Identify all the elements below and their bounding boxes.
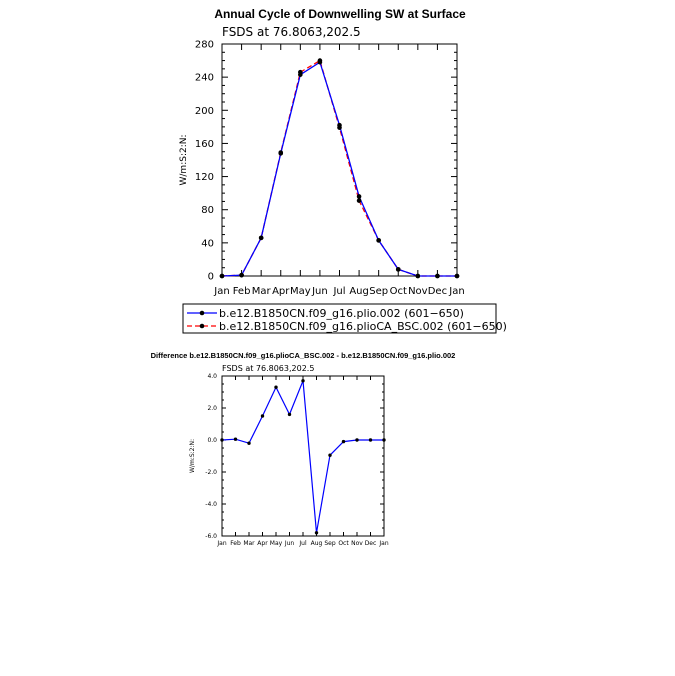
data-point bbox=[382, 438, 386, 442]
series-line bbox=[221, 59, 457, 277]
x-tick-label: Mar bbox=[243, 540, 255, 547]
y-tick-label: 40 bbox=[201, 238, 214, 249]
x-tick-label: Nov bbox=[351, 540, 363, 547]
data-point bbox=[314, 531, 319, 535]
y-tick-label: 240 bbox=[195, 73, 214, 84]
x-tick-label: Jun bbox=[284, 540, 295, 547]
x-tick-label: Feb bbox=[233, 286, 251, 297]
y-tick-label: 80 bbox=[201, 205, 214, 216]
legend: b.e12.B1850CN.f09_g16.plio.002 (601−650)… bbox=[182, 303, 507, 334]
x-tick-label: Aug bbox=[349, 286, 369, 297]
x-tick-label: Jan bbox=[378, 540, 388, 547]
data-point bbox=[278, 150, 284, 155]
chart-title: Annual Cycle of Downwelling SW at Surfac… bbox=[214, 7, 466, 21]
plot-frame bbox=[221, 375, 385, 537]
data-point bbox=[454, 273, 460, 279]
data-point bbox=[274, 385, 278, 389]
x-tick-label: Mar bbox=[252, 286, 272, 297]
legend-box bbox=[182, 303, 497, 334]
data-point bbox=[328, 453, 332, 457]
data-point bbox=[298, 69, 303, 75]
x-tick-label: Sep bbox=[369, 286, 388, 297]
x-tick-label: Apr bbox=[272, 286, 290, 297]
data-point bbox=[376, 238, 381, 243]
x-tick-label: Nov bbox=[408, 286, 428, 297]
x-tick-label: Oct bbox=[338, 540, 349, 547]
data-point bbox=[337, 125, 342, 130]
x-tick-label: Aug bbox=[311, 540, 323, 547]
data-point bbox=[355, 438, 359, 442]
data-point bbox=[415, 273, 421, 279]
x-tick-label: Sep bbox=[324, 540, 336, 547]
x-tick-label: Oct bbox=[390, 286, 407, 297]
y-tick-label: 4.0 bbox=[207, 373, 217, 380]
series-line bbox=[221, 61, 457, 277]
legend-marker bbox=[199, 323, 205, 329]
x-tick-label: Jun bbox=[311, 286, 328, 297]
data-point bbox=[341, 439, 346, 444]
y-tick-label: 200 bbox=[195, 106, 214, 117]
chart-subtitle: FSDS at 76.8063,202.5 bbox=[222, 364, 314, 373]
y-tick-label: 120 bbox=[195, 172, 214, 183]
x-tick-label: Jan bbox=[448, 286, 464, 297]
chart-subtitle: FSDS at 76.8063,202.5 bbox=[222, 25, 361, 39]
data-point bbox=[219, 273, 225, 279]
data-point bbox=[258, 235, 264, 241]
data-point bbox=[356, 194, 362, 199]
y-tick-label: 0.0 bbox=[207, 437, 217, 444]
y-tick-label: 280 bbox=[195, 40, 214, 51]
x-tick-label: Jan bbox=[213, 286, 229, 297]
data-point bbox=[247, 441, 251, 445]
x-tick-label: Jul bbox=[298, 540, 307, 547]
y-axis-label: W/m:S:2:N: bbox=[189, 439, 196, 473]
data-point bbox=[317, 58, 323, 63]
data-point bbox=[368, 438, 373, 442]
legend-marker bbox=[199, 310, 205, 316]
x-tick-label: Feb bbox=[230, 540, 241, 547]
data-point bbox=[287, 412, 292, 417]
data-point bbox=[260, 414, 265, 418]
data-point bbox=[239, 272, 244, 278]
x-tick-label: Jan bbox=[216, 540, 226, 547]
difference-chart: Difference b.e12.B1850CN.f09_g16.plioCA_… bbox=[151, 351, 456, 547]
chart-title: Difference b.e12.B1850CN.f09_g16.plioCA_… bbox=[151, 351, 456, 360]
data-point bbox=[435, 273, 440, 279]
y-axis-label: W/m:S:2:N: bbox=[179, 135, 189, 186]
legend-label: b.e12.B1850CN.f09_g16.plioCA_BSC.002 (60… bbox=[219, 320, 507, 333]
y-tick-label: -2.0 bbox=[205, 469, 217, 476]
x-tick-label: May bbox=[270, 540, 283, 547]
y-tick-label: 0 bbox=[208, 272, 214, 283]
series-line bbox=[221, 380, 384, 533]
data-point bbox=[395, 267, 401, 272]
annual-cycle-chart: Annual Cycle of Downwelling SW at Surfac… bbox=[179, 7, 466, 297]
y-tick-label: -6.0 bbox=[205, 533, 217, 540]
y-tick-label: 160 bbox=[195, 139, 214, 150]
data-point bbox=[220, 438, 224, 442]
x-tick-label: Apr bbox=[257, 540, 268, 547]
data-point bbox=[356, 198, 362, 203]
x-tick-label: May bbox=[290, 286, 311, 297]
plot-frame bbox=[221, 43, 458, 277]
x-tick-label: Dec bbox=[428, 286, 447, 297]
y-tick-label: -4.0 bbox=[205, 501, 217, 508]
legend-label: b.e12.B1850CN.f09_g16.plio.002 (601−650) bbox=[219, 307, 464, 320]
x-tick-label: Dec bbox=[365, 540, 377, 547]
data-point bbox=[233, 437, 238, 441]
data-point bbox=[301, 379, 305, 383]
x-tick-label: Jul bbox=[332, 286, 345, 297]
y-tick-label: 2.0 bbox=[207, 405, 217, 412]
